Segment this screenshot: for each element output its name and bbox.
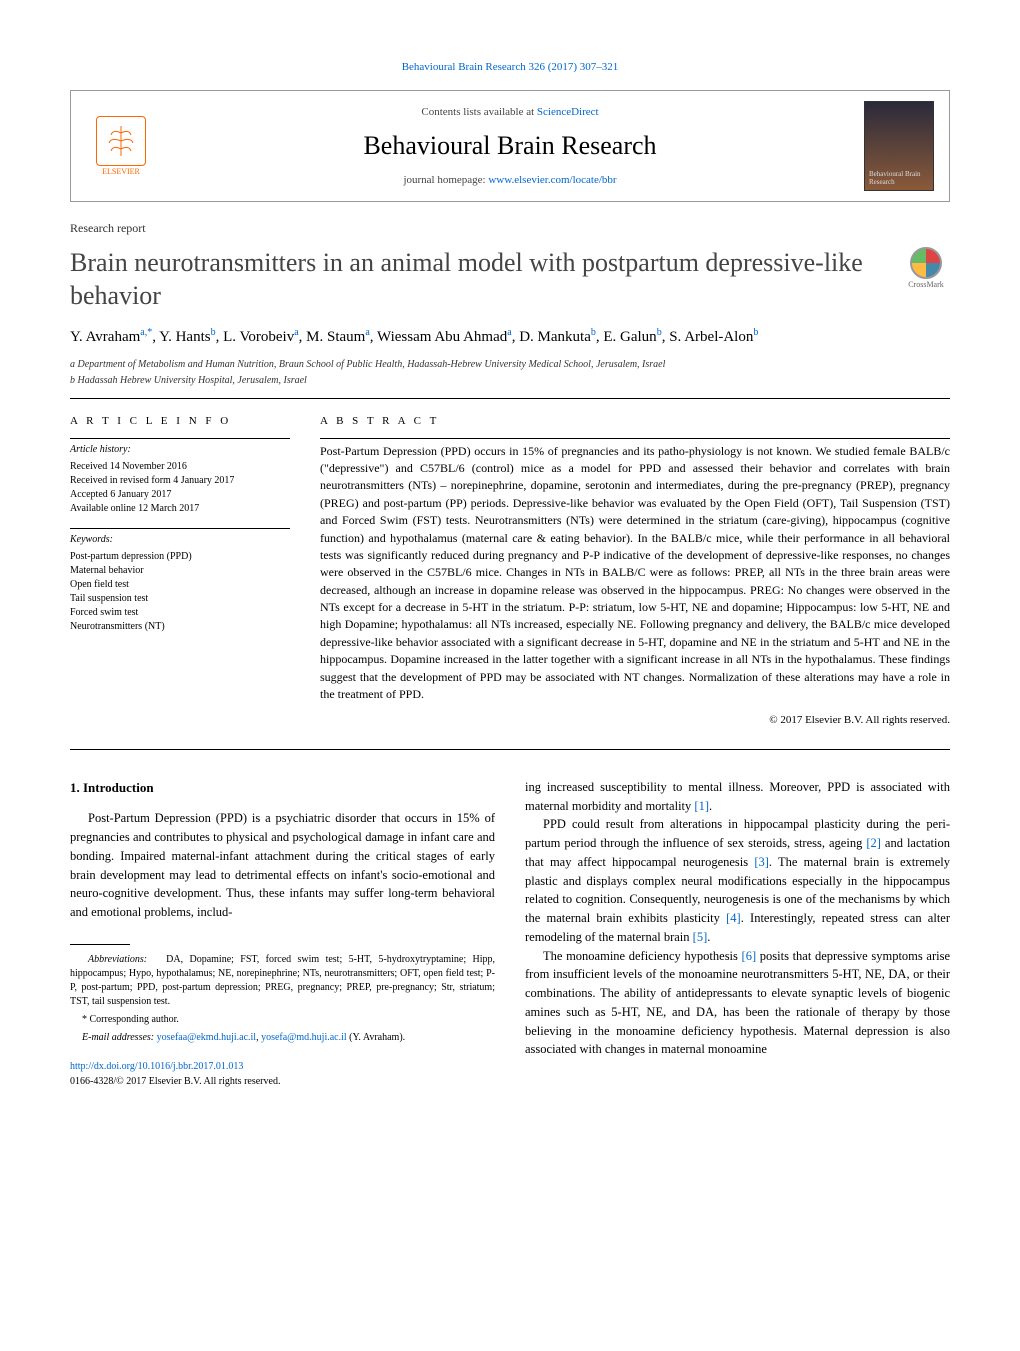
affiliation-b: b Hadassah Hebrew University Hospital, J… [70, 374, 950, 388]
affiliation-a: a Department of Metabolism and Human Nut… [70, 358, 950, 372]
abstract-text: Post-Partum Depression (PPD) occurs in 1… [320, 443, 950, 704]
divider [320, 438, 950, 439]
email-label: E-mail addresses: [82, 1032, 154, 1043]
section-title: Introduction [83, 780, 154, 795]
abstract: A B S T R A C T Post-Partum Depression (… [320, 414, 950, 729]
journal-header: ELSEVIER Contents lists available at Sci… [70, 90, 950, 202]
email-link-1[interactable]: yosefaa@ekmd.huji.ac.il [157, 1032, 256, 1043]
info-abstract-row: A R T I C L E I N F O Article history: R… [70, 414, 950, 729]
divider [70, 749, 950, 750]
journal-homepage-line: journal homepage: www.elsevier.com/locat… [156, 173, 864, 188]
page: Behavioural Brain Research 326 (2017) 30… [0, 0, 1020, 1139]
abstract-heading: A B S T R A C T [320, 414, 950, 429]
body-paragraph: The monoamine deficiency hypothesis [6] … [525, 947, 950, 1060]
elsevier-logo: ELSEVIER [86, 116, 156, 177]
article-type: Research report [70, 220, 950, 237]
contents-available-line: Contents lists available at ScienceDirec… [156, 105, 864, 120]
journal-reference: Behavioural Brain Research 326 (2017) 30… [70, 60, 950, 75]
keywords-label: Keywords: [70, 533, 290, 547]
authors: Y. Avrahama,*, Y. Hantsb, L. Vorobeiva, … [70, 326, 950, 348]
divider [70, 438, 290, 439]
email-link-2[interactable]: yosefa@md.huji.ac.il [261, 1032, 347, 1043]
history-label: Article history: [70, 443, 290, 457]
email-footnote: E-mail addresses: yosefaa@ekmd.huji.ac.i… [70, 1031, 495, 1045]
affiliations: a Department of Metabolism and Human Nut… [70, 358, 950, 388]
corresponding-author: * Corresponding author. [70, 1013, 495, 1027]
body-paragraph: PPD could result from alterations in hip… [525, 815, 950, 946]
keyword: Neurotransmitters (NT) [70, 620, 290, 634]
history-accepted: Accepted 6 January 2017 [70, 488, 290, 502]
elsevier-tree-icon [96, 116, 146, 166]
article-title: Brain neurotransmitters in an animal mod… [70, 247, 882, 312]
crossmark-icon [910, 247, 942, 279]
issn-copyright: 0166-4328/© 2017 Elsevier B.V. All right… [70, 1076, 280, 1087]
journal-name: Behavioural Brain Research [156, 128, 864, 164]
keyword: Post-partum depression (PPD) [70, 550, 290, 564]
divider [70, 398, 950, 399]
journal-cover-thumbnail: Behavioural Brain Research [864, 101, 934, 191]
crossmark-label: CrossMark [908, 279, 944, 290]
homepage-link[interactable]: www.elsevier.com/locate/bbr [488, 174, 616, 186]
abbreviations-footnote: Abbreviations: DA, Dopamine; FST, forced… [70, 953, 495, 1009]
crossmark-badge[interactable]: CrossMark [902, 247, 950, 295]
footnotes: Abbreviations: DA, Dopamine; FST, forced… [70, 953, 495, 1045]
section-heading: 1. Introduction [70, 778, 495, 798]
abstract-copyright: © 2017 Elsevier B.V. All rights reserved… [320, 713, 950, 728]
body-paragraph: Post-Partum Depression (PPD) is a psychi… [70, 809, 495, 922]
keyword: Maternal behavior [70, 564, 290, 578]
history-revised: Received in revised form 4 January 2017 [70, 474, 290, 488]
title-row: Brain neurotransmitters in an animal mod… [70, 247, 950, 326]
abbrev-label: Abbreviations: [88, 954, 147, 965]
homepage-prefix: journal homepage: [403, 174, 488, 186]
article-info: A R T I C L E I N F O Article history: R… [70, 414, 290, 729]
contents-prefix: Contents lists available at [421, 106, 536, 118]
article-info-heading: A R T I C L E I N F O [70, 414, 290, 429]
email-attrib: (Y. Avraham). [349, 1032, 405, 1043]
body-paragraph: ing increased susceptibility to mental i… [525, 778, 950, 816]
history-received: Received 14 November 2016 [70, 460, 290, 474]
divider [70, 528, 290, 529]
history-online: Available online 12 March 2017 [70, 502, 290, 516]
cover-label: Behavioural Brain Research [869, 171, 929, 186]
keyword: Tail suspension test [70, 592, 290, 606]
footnote-separator [70, 944, 130, 945]
keyword: Open field test [70, 578, 290, 592]
keyword: Forced swim test [70, 606, 290, 620]
body-columns: 1. Introduction Post-Partum Depression (… [70, 778, 950, 1089]
sciencedirect-link[interactable]: ScienceDirect [537, 106, 599, 118]
doi-block: http://dx.doi.org/10.1016/j.bbr.2017.01.… [70, 1059, 495, 1089]
article-history: Article history: Received 14 November 20… [70, 443, 290, 516]
body-column-left: 1. Introduction Post-Partum Depression (… [70, 778, 495, 1089]
elsevier-label: ELSEVIER [102, 166, 140, 177]
doi-link[interactable]: http://dx.doi.org/10.1016/j.bbr.2017.01.… [70, 1061, 243, 1072]
keywords-block: Keywords: Post-partum depression (PPD) M… [70, 533, 290, 634]
header-center: Contents lists available at ScienceDirec… [156, 105, 864, 188]
body-column-right: ing increased susceptibility to mental i… [525, 778, 950, 1089]
section-number: 1. [70, 780, 80, 795]
